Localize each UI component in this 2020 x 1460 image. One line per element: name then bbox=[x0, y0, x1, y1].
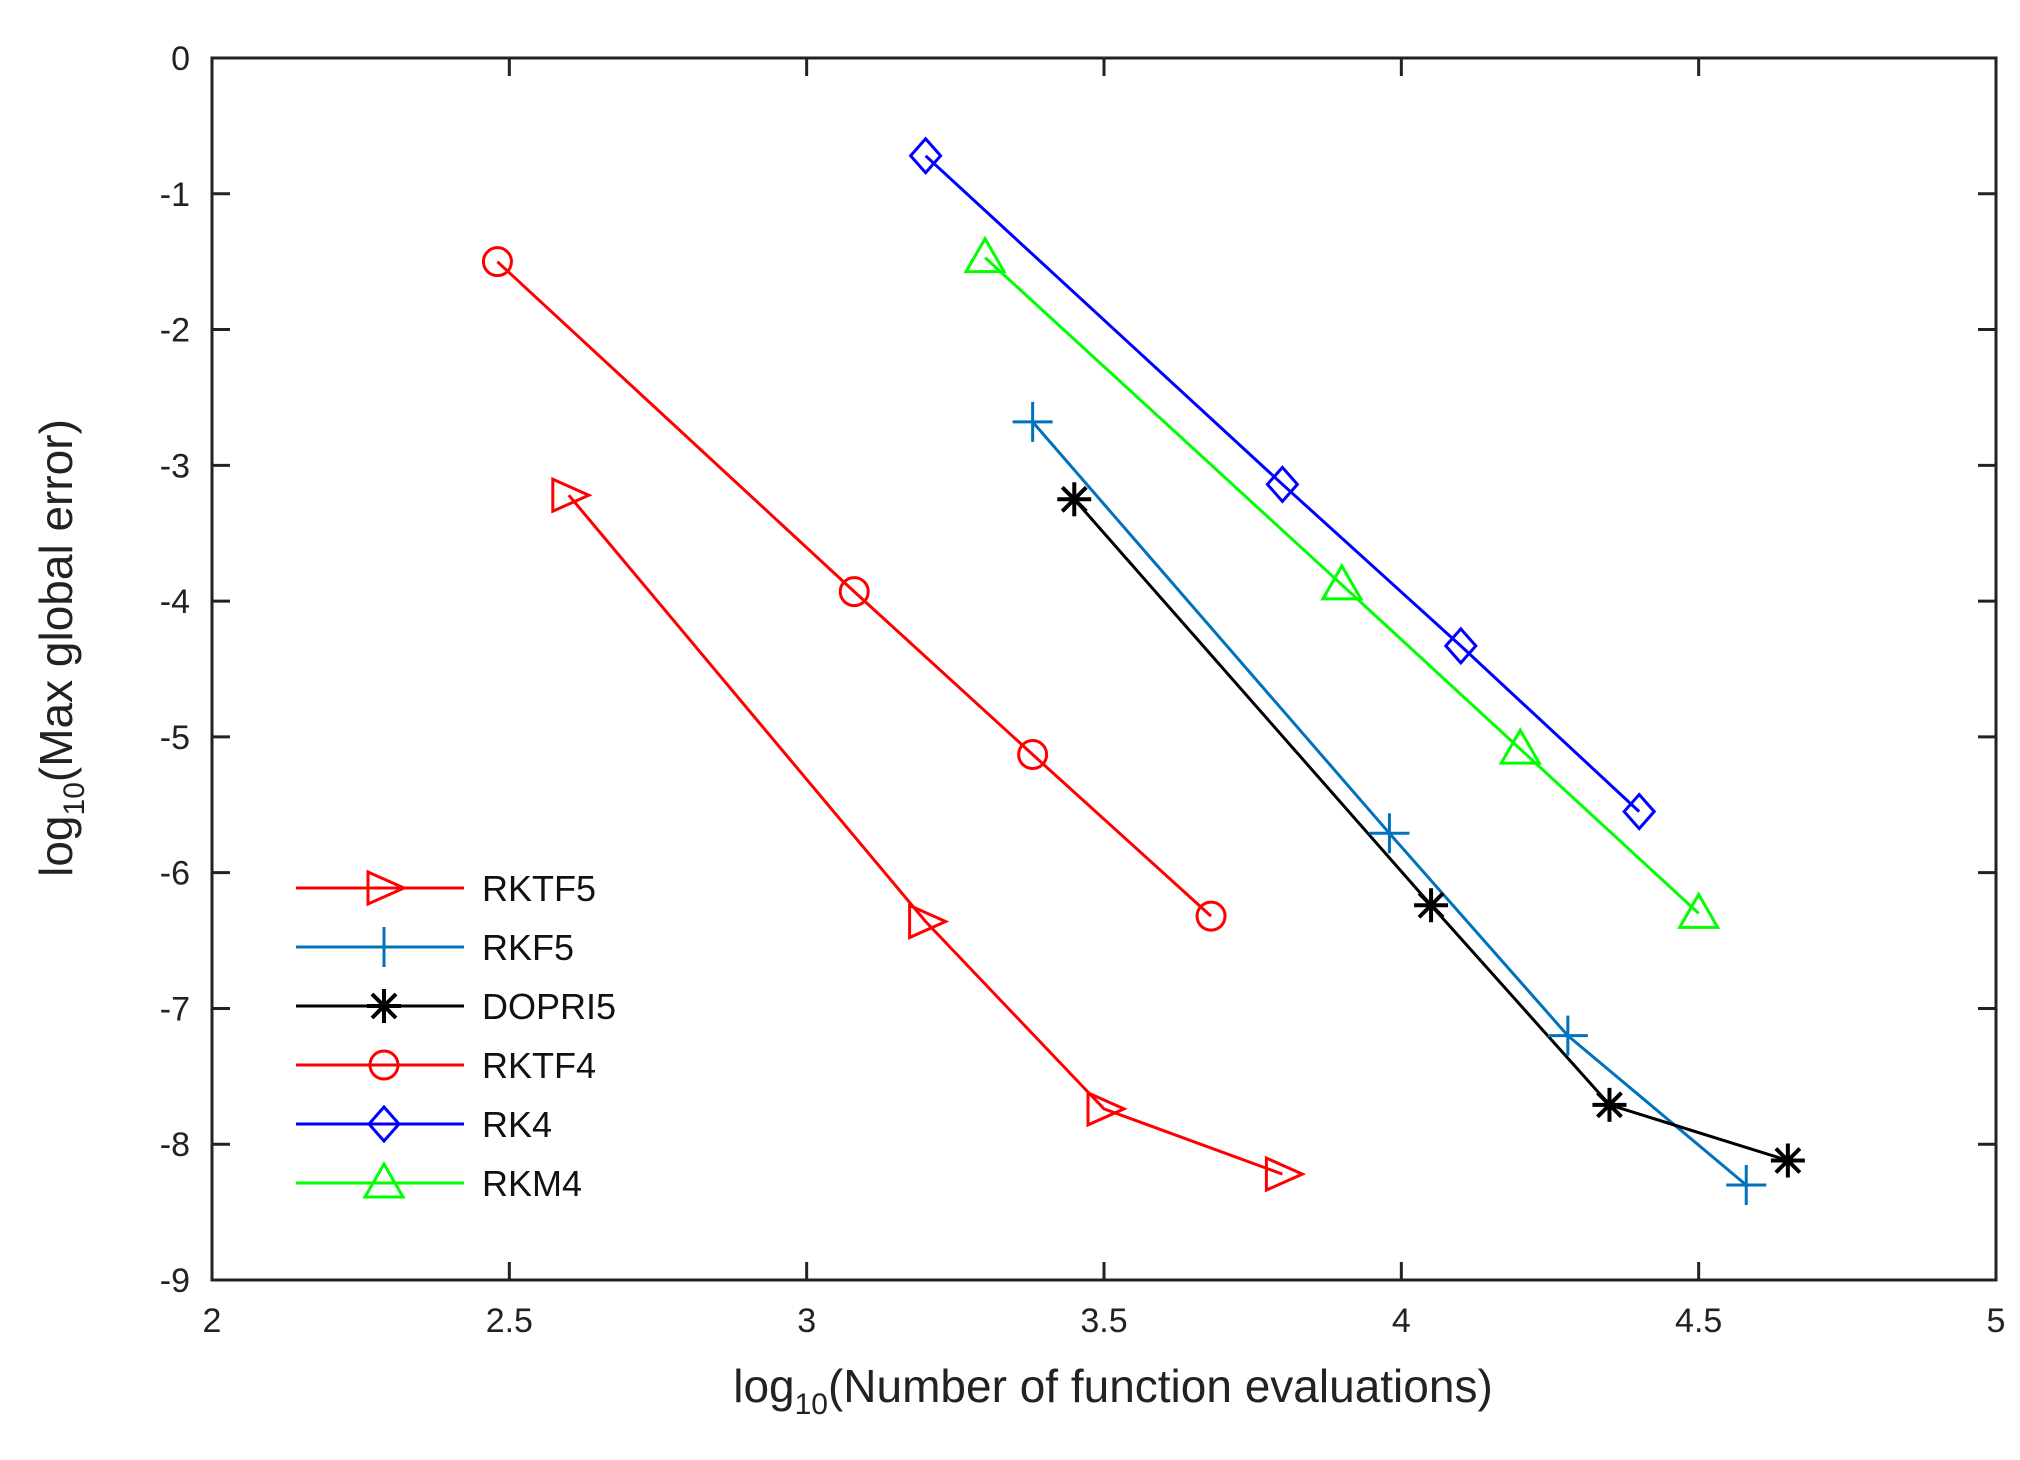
tick-labels: 2 2.5 3 3.5 4 4.5 5 0 -1 -2 -3 -4 -5 -6 -7 -8 -9 bbox=[160, 40, 2006, 1340]
data-point-rktf4-1 bbox=[481, 246, 513, 278]
legend-marker-rkf5 bbox=[364, 927, 404, 967]
legend-marker-rk4 bbox=[366, 1104, 402, 1144]
data-point-rktf5-3 bbox=[1086, 1090, 1128, 1128]
data-point-rktf4-4 bbox=[1195, 900, 1227, 932]
y-tick-label: -8 bbox=[160, 1126, 190, 1164]
data-point-rktf5-4 bbox=[1264, 1155, 1307, 1193]
legend-label-rk4: RK4 bbox=[482, 1104, 552, 1145]
legend-marker-rkm4 bbox=[362, 1160, 406, 1199]
y-tick-label: -5 bbox=[160, 719, 190, 757]
legend-entry-rkf5: RKF5 bbox=[296, 927, 574, 968]
legend-label-dopri5: DOPRI5 bbox=[482, 986, 616, 1027]
x-tick-label: 5 bbox=[1987, 1302, 2006, 1340]
data-point-rkm4-2 bbox=[1320, 562, 1364, 601]
data-point-rk4-2 bbox=[1265, 465, 1300, 504]
y-tick-label: -2 bbox=[160, 312, 190, 350]
data-point-rkm4-4 bbox=[1677, 891, 1721, 929]
data-point-rkf5-1 bbox=[1012, 401, 1053, 442]
legend-marker-dopri5 bbox=[367, 989, 401, 1023]
y-tick-label: -9 bbox=[160, 1262, 190, 1300]
y-axis-label: log10(Max global error) bbox=[30, 419, 91, 877]
series-line-rkf5 bbox=[1031, 420, 1748, 1187]
data-point-rktf5-1 bbox=[551, 476, 593, 514]
y-tick-label: -1 bbox=[160, 176, 190, 214]
y-tick-label: -4 bbox=[160, 583, 190, 621]
x-tick-label: 3.5 bbox=[1080, 1302, 1127, 1340]
legend-label-rktf4: RKTF4 bbox=[482, 1045, 596, 1086]
series-line-rktf4 bbox=[496, 260, 1213, 918]
x-tick-label: 2 bbox=[203, 1302, 222, 1340]
series-line-dopri5 bbox=[1073, 498, 1789, 1162]
series-line-rk4 bbox=[924, 154, 1641, 813]
x-tick-label: 2.5 bbox=[486, 1302, 533, 1340]
data-point-rktf5-2 bbox=[908, 903, 950, 940]
legend-label-rktf5: RKTF5 bbox=[482, 868, 596, 909]
data-point-rkf5-3 bbox=[1547, 1015, 1588, 1056]
series-lines bbox=[496, 154, 1789, 1187]
data-point-rktf4-2 bbox=[838, 576, 870, 608]
x-axis-label: log10(Number of function evaluations) bbox=[733, 1360, 1493, 1421]
series-line-rkm4 bbox=[984, 256, 1700, 915]
data-point-rktf4-3 bbox=[1017, 739, 1049, 771]
series-line-rktf5 bbox=[567, 494, 1283, 1176]
y-tick-label: 0 bbox=[171, 40, 190, 78]
data-point-rk4-1 bbox=[908, 136, 943, 176]
legend-entry-rktf5: RKTF5 bbox=[296, 868, 596, 909]
y-tick-label: -3 bbox=[160, 447, 190, 485]
x-tick-label: 4.5 bbox=[1675, 1302, 1722, 1340]
data-point-dopri5-2 bbox=[1414, 888, 1449, 923]
data-point-rkf5-4 bbox=[1726, 1164, 1767, 1205]
legend-entry-rkm4: RKM4 bbox=[296, 1160, 582, 1204]
y-tick-label: -6 bbox=[160, 855, 190, 893]
data-point-dopri5-1 bbox=[1057, 482, 1092, 517]
data-point-dopri5-3 bbox=[1592, 1087, 1627, 1122]
series-markers bbox=[481, 136, 1805, 1205]
legend-entry-rktf4: RKTF4 bbox=[296, 1045, 596, 1086]
legend: RKTF5 RKF5 DOPRI5 RKTF4 RK4 RKM4 bbox=[296, 868, 616, 1204]
data-point-dopri5-4 bbox=[1770, 1143, 1805, 1178]
legend-marker-rktf5 bbox=[366, 869, 408, 907]
data-point-rkf5-2 bbox=[1369, 813, 1410, 854]
data-point-rk4-3 bbox=[1443, 626, 1478, 666]
x-tick-label: 3 bbox=[797, 1302, 816, 1340]
data-point-rkm4-1 bbox=[963, 235, 1007, 274]
axis-ticks bbox=[210, 56, 1998, 1282]
legend-label-rkf5: RKF5 bbox=[482, 927, 574, 968]
data-point-rkm4-3 bbox=[1498, 727, 1542, 765]
legend-marker-rktf4 bbox=[368, 1049, 400, 1081]
legend-label-rkm4: RKM4 bbox=[482, 1163, 582, 1204]
data-point-rk4-4 bbox=[1622, 792, 1657, 831]
x-tick-label: 4 bbox=[1392, 1302, 1411, 1340]
legend-entry-rk4: RK4 bbox=[296, 1104, 552, 1145]
legend-entry-dopri5: DOPRI5 bbox=[296, 986, 616, 1027]
y-tick-label: -7 bbox=[160, 990, 190, 1028]
